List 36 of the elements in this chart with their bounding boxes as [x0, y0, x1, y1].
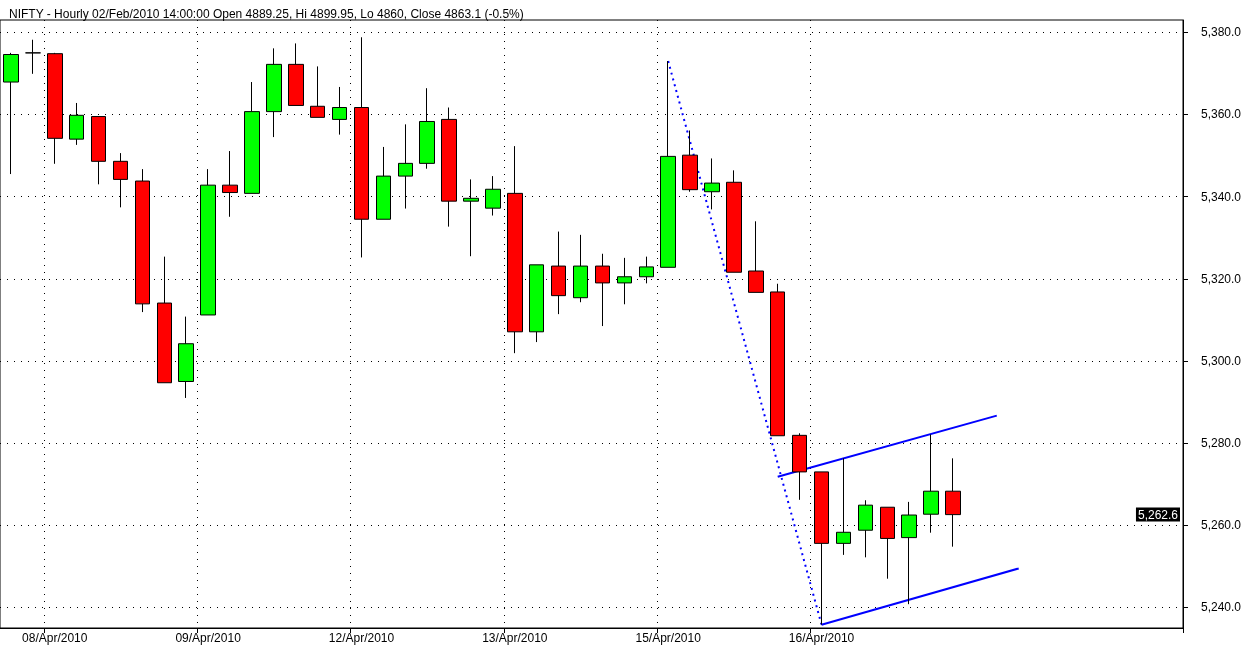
- candlestick: [157, 256, 172, 384]
- candlestick: [441, 107, 457, 228]
- annotation: 5,262.6: [1137, 507, 1179, 522]
- y-tick-label: 5,240.0: [1201, 600, 1242, 615]
- candlestick: [288, 42, 304, 106]
- candlestick: [266, 47, 282, 138]
- candlestick: [178, 316, 194, 399]
- candlestick: [354, 36, 369, 258]
- candlestick: [595, 253, 610, 327]
- candlestick: [529, 264, 544, 343]
- x-tick-label: 09/Apr/2010: [175, 631, 242, 645]
- x-tick-label: 08/Apr/2010: [22, 631, 88, 645]
- candlestick: [25, 39, 41, 75]
- candlestick: [332, 86, 347, 136]
- candlestick: [507, 145, 523, 354]
- candlestick: [858, 499, 873, 558]
- candlestick: [770, 283, 785, 437]
- y-tick-label: 5,360.0: [1201, 107, 1242, 122]
- x-tick-label: 12/Apr/2010: [328, 631, 395, 645]
- candlestick: [748, 220, 764, 293]
- candlestick: [3, 52, 19, 175]
- candlestick: [704, 157, 720, 210]
- y-tick-label: 5,380.0: [1201, 25, 1242, 40]
- chart-title: NIFTY - Hourly 02/Feb/2010 14:00:00 Open 4889.25, Hi 4899.95, Lo 4860, Close 4863.1 (-0.5%): [9, 7, 524, 21]
- candlestick: [682, 130, 698, 193]
- y-tick-label: 5,280.0: [1201, 436, 1242, 451]
- x-tick-label: 15/Apr/2010: [635, 631, 702, 645]
- x-tick-label: 16/Apr/2010: [788, 631, 855, 645]
- candlestick: [945, 457, 961, 548]
- y-tick-label: 5,260.0: [1201, 518, 1242, 533]
- y-tick-label: 5,300.0: [1201, 353, 1242, 368]
- x-tick-label: 13/Apr/2010: [482, 631, 548, 645]
- y-tick-label: 5,320.0: [1201, 271, 1242, 286]
- candlestick: [244, 81, 260, 194]
- candlestick: [836, 457, 851, 556]
- y-tick-label: 5,340.0: [1201, 189, 1242, 204]
